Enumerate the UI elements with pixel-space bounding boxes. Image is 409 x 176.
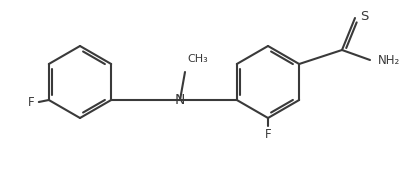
Text: N: N bbox=[174, 93, 185, 107]
Text: NH₂: NH₂ bbox=[377, 54, 399, 67]
Text: CH₃: CH₃ bbox=[187, 54, 207, 64]
Text: F: F bbox=[264, 127, 271, 140]
Text: F: F bbox=[27, 96, 34, 108]
Text: S: S bbox=[359, 10, 367, 23]
